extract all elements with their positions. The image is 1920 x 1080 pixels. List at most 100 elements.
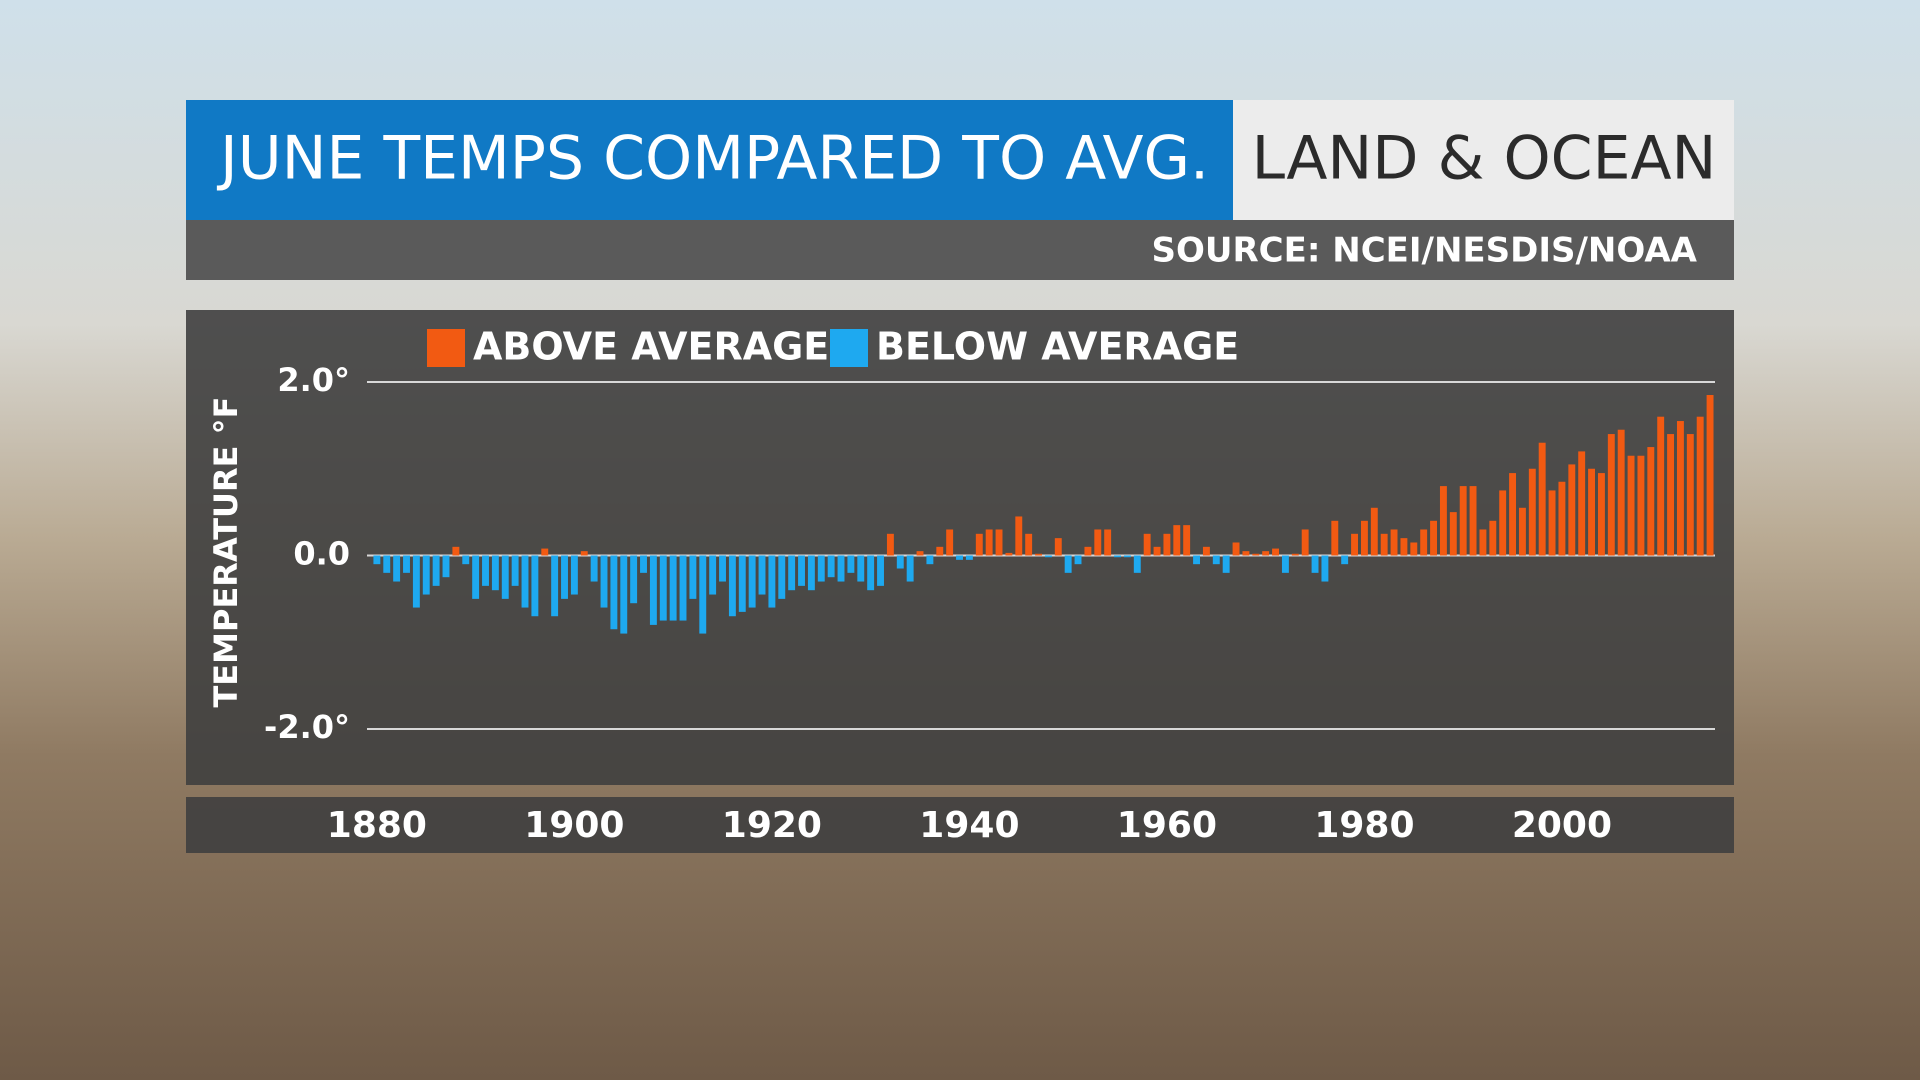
- bar: [1400, 538, 1408, 556]
- bar: [719, 555, 726, 582]
- bar: [1657, 416, 1665, 556]
- bar: [1351, 533, 1359, 556]
- bar: [1173, 525, 1181, 556]
- bar: [788, 555, 796, 591]
- bar: [521, 555, 529, 608]
- bar: [561, 555, 568, 599]
- bar: [383, 555, 391, 573]
- bar: [995, 529, 1003, 556]
- bar: [689, 555, 697, 599]
- bar: [1696, 416, 1704, 556]
- bar: [1459, 486, 1467, 556]
- bar: [551, 555, 559, 617]
- bar: [590, 555, 598, 582]
- bar: [393, 555, 401, 582]
- bar: [827, 555, 835, 578]
- chart-subtitle: LAND & OCEAN: [1252, 124, 1717, 194]
- y-tick-label: 2.0°: [277, 361, 350, 399]
- bar: [620, 555, 628, 634]
- bar: [1518, 507, 1526, 556]
- bar: [432, 555, 440, 586]
- bar: [1538, 442, 1546, 556]
- bar: [867, 555, 875, 591]
- bar: [1558, 481, 1566, 556]
- bar: [531, 555, 539, 617]
- x-tick-label: 1920: [722, 805, 822, 846]
- bar: [1360, 520, 1368, 556]
- bar: [728, 555, 736, 617]
- bar: [1015, 516, 1023, 556]
- legend-swatch: [830, 329, 868, 367]
- bar: [1489, 520, 1497, 556]
- y-tick-label: 0.0: [293, 535, 350, 573]
- bar: [1005, 552, 1013, 556]
- bar: [1212, 555, 1220, 565]
- bar: [877, 555, 884, 586]
- bar: [412, 555, 420, 608]
- source: SOURCE: NCEI/NESDIS/NOAA: [1151, 231, 1697, 271]
- bar: [1272, 548, 1279, 556]
- bar: [1153, 546, 1161, 556]
- bar: [1133, 555, 1141, 573]
- bar: [541, 548, 549, 556]
- bar: [1607, 434, 1615, 556]
- x-tick-label: 1880: [327, 805, 427, 846]
- bar: [462, 555, 470, 565]
- bar: [649, 555, 657, 625]
- bar: [699, 555, 707, 634]
- bar: [896, 555, 904, 569]
- bar: [798, 555, 805, 586]
- bar: [748, 555, 756, 608]
- legend-label: ABOVE AVERAGE: [473, 325, 829, 369]
- bar: [1222, 555, 1230, 573]
- bar: [1094, 529, 1102, 556]
- bar: [472, 555, 480, 599]
- bar: [1163, 533, 1171, 556]
- bar: [1479, 529, 1487, 556]
- bar: [1242, 551, 1250, 556]
- bar: [1331, 520, 1339, 556]
- bar: [610, 555, 618, 630]
- bar: [1281, 555, 1289, 573]
- bar: [1597, 473, 1605, 556]
- bar: [975, 533, 983, 556]
- bar: [1044, 555, 1052, 558]
- bar: [1588, 468, 1596, 556]
- bar: [807, 555, 815, 591]
- bar: [946, 529, 954, 556]
- bar: [1193, 555, 1200, 565]
- bar: [1301, 529, 1309, 556]
- bar: [1262, 551, 1270, 556]
- bar: [1578, 451, 1586, 556]
- bar: [1104, 529, 1112, 556]
- bar: [422, 555, 430, 595]
- bar: [1676, 421, 1684, 556]
- bar: [1647, 447, 1655, 556]
- bar: [1499, 490, 1507, 556]
- bar: [491, 555, 499, 591]
- bar: [403, 555, 410, 573]
- x-tick-label: 1980: [1314, 805, 1414, 846]
- bar: [1509, 473, 1517, 556]
- chart-title: JUNE TEMPS COMPARED TO AVG.: [216, 124, 1209, 194]
- bar: [837, 555, 845, 582]
- bar: [965, 555, 973, 560]
- bar: [936, 546, 944, 556]
- y-axis-title: TEMPERATURE °F: [207, 396, 245, 707]
- bar: [847, 555, 855, 573]
- bar: [1202, 546, 1210, 556]
- bar: [1449, 512, 1457, 556]
- bar: [679, 555, 687, 621]
- x-tick-label: 2000: [1512, 805, 1612, 846]
- bar: [1439, 486, 1447, 556]
- bar: [373, 555, 381, 565]
- bar: [709, 555, 717, 595]
- bar: [600, 555, 608, 608]
- bar: [1143, 533, 1151, 556]
- bar: [1084, 546, 1092, 556]
- bar: [778, 555, 786, 599]
- bar: [956, 555, 963, 560]
- bar: [1321, 555, 1329, 582]
- bar: [985, 529, 993, 556]
